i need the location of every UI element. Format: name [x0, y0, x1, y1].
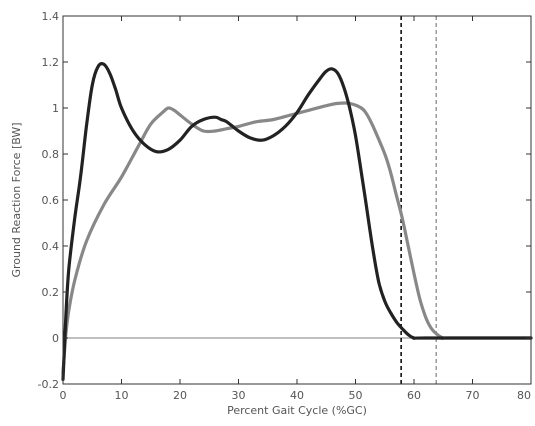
- x-tick-label: 20: [173, 389, 187, 402]
- y-tick-label: -0.2: [38, 378, 59, 391]
- x-tick-label: 80: [517, 389, 531, 402]
- x-tick-label: 50: [349, 389, 363, 402]
- x-axis-ticks: 0 10 20 30 40 50 60 70 80: [60, 16, 532, 402]
- x-tick-label: 40: [290, 389, 304, 402]
- y-tick-label: 1.2: [42, 56, 60, 69]
- y-axis-ticks: -0.2 0 0.2 0.4 0.6 0.8 1 1.2 1.4: [38, 10, 531, 391]
- x-axis-label: Percent Gait Cycle (%GC): [227, 404, 367, 417]
- y-tick-label: 0.4: [42, 240, 60, 253]
- plot-frame: [62, 15, 532, 385]
- series-line-1: [61, 62, 533, 381]
- y-tick-label: 0.2: [42, 286, 60, 299]
- y-axis-label: Ground Reaction Force [BW]: [10, 122, 23, 277]
- series-layer: [61, 62, 533, 381]
- x-tick-label: 60: [407, 389, 421, 402]
- x-tick-label: 30: [232, 389, 246, 402]
- y-tick-label: 0.6: [42, 194, 60, 207]
- x-tick-label: 70: [466, 389, 480, 402]
- reference-lines: [63, 16, 531, 384]
- y-tick-label: 1: [52, 102, 59, 115]
- series-line-0: [61, 101, 533, 375]
- x-tick-label: 0: [60, 389, 67, 402]
- y-tick-label: 1.4: [42, 10, 60, 23]
- x-tick-label: 10: [115, 389, 129, 402]
- y-tick-label: 0.8: [42, 148, 60, 161]
- y-tick-label: 0: [52, 332, 59, 345]
